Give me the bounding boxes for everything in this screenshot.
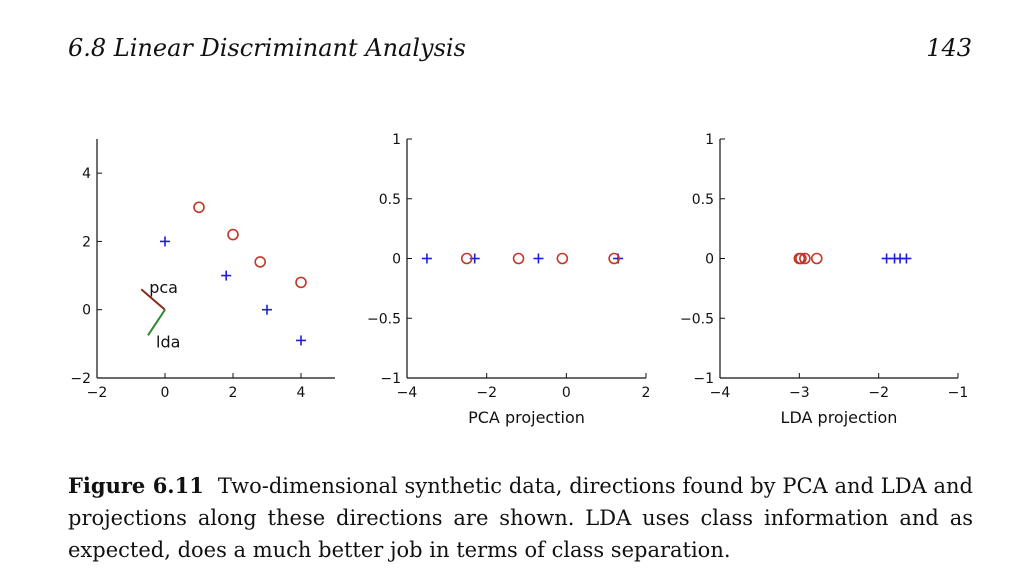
data-point-circle [227,228,239,241]
x-tick-label: 0 [161,385,170,401]
running-header-title: 6.8 Linear Discriminant Analysis [68,34,466,62]
x-tick-label: −3 [789,385,810,401]
page-number: 143 [926,34,972,62]
x-tick-label: −1 [948,385,969,401]
y-tick-label: −0.5 [680,311,714,327]
chart-panel-1: −2 0 2 4 −2 0 2 4 pca lda [70,139,335,401]
x-axis-label: PCA projection [468,408,585,427]
y-tick-label: −0.5 [367,311,401,327]
y-tick-label: 0 [392,252,401,268]
x-tick-label: 2 [229,385,238,401]
x-axis-label: LDA projection [781,408,898,427]
data-point-plus [221,270,232,281]
y-tick-label: 1 [705,132,714,148]
y-tick-label: −2 [70,371,91,387]
caption-text: Two-dimensional synthetic data, directio… [68,474,974,562]
data-point-circle [460,252,473,265]
data-point-plus [160,236,170,247]
y-tick-label: 0 [82,303,91,319]
figure-label: Figure 6.11 [68,473,204,498]
pca-direction-line [140,288,166,311]
data-point-circle [810,252,823,265]
data-point-plus [262,304,272,315]
data-point-plus [533,253,544,264]
y-tick-label: 0.5 [692,192,714,208]
x-tick-label: 2 [642,385,651,401]
data-point-circle [799,252,811,265]
y-tick-label: 0 [705,252,714,268]
y-tick-label: −1 [693,371,714,387]
x-tick-label: 4 [297,385,306,401]
data-point-circle [295,276,307,289]
x-tick-label: 0 [562,385,571,401]
data-point-circle [512,252,525,265]
data-point-plus [296,335,306,346]
figure-caption: Figure 6.11 Two-dimensional synthetic dat… [68,470,973,566]
y-tick-label: 0.5 [379,192,401,208]
y-tick-label: 2 [82,234,91,250]
pca-direction-label: pca [149,278,178,297]
figure-6-11: −2 0 2 4 −2 0 2 4 pca lda −4 −2 0 2 −1 −0.5 0 0.5 1 PCA pro… [70,132,968,427]
x-tick-label: −4 [710,385,731,401]
data-point-plus [901,253,912,264]
data-point-circle [608,252,620,265]
data-point-circle [254,256,267,268]
lda-direction-line [147,309,166,336]
chart-panel-3: −4 −3 −2 −1 −1 −0.5 0 0.5 1 LDA projection [680,132,968,427]
y-tick-label: 1 [392,132,401,148]
x-tick-label: −2 [476,385,497,401]
chart-panel-2: −4 −2 0 2 −1 −0.5 0 0.5 1 PCA projection [367,132,650,427]
y-tick-label: −1 [380,371,401,387]
data-point-circle [795,252,807,265]
x-tick-label: −2 [87,385,108,401]
data-point-circle [193,201,205,214]
lda-direction-label: lda [156,332,180,351]
data-point-circle [556,252,569,265]
x-tick-label: −2 [868,385,889,401]
data-point-plus [421,253,432,264]
y-tick-label: 4 [82,166,91,182]
x-tick-label: −4 [397,385,418,401]
